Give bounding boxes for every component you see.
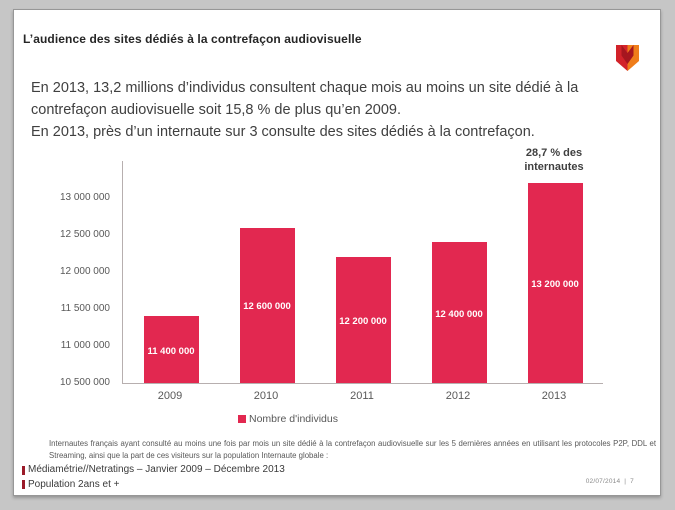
bar-value-label-2013: 13 200 000	[531, 279, 579, 291]
x-axis-label-2013: 2013	[541, 390, 567, 402]
footer-page-number: 7	[630, 478, 634, 485]
source-bullet-icon	[22, 480, 25, 490]
chart-plot-area: 11 400 000 12 600 000 12 200 000 12 400 000…	[122, 161, 603, 384]
y-axis-label: 12 000 000	[59, 266, 110, 277]
source-line-1-text: Médiamétrie//Netratings – Janvier 2009 –…	[28, 464, 285, 475]
x-axis-label-2010: 2010	[253, 390, 279, 402]
source-bullet-icon	[22, 465, 25, 475]
x-axis-label-2012: 2012	[445, 390, 471, 402]
legend-label: Nombre d'individus	[249, 413, 338, 425]
source-line-2: Population 2ans et +	[22, 478, 285, 493]
bar-chart: 10 500 000 11 000 000 11 500 000 12 000 000…	[14, 10, 660, 495]
y-axis-label: 11 000 000	[60, 340, 110, 351]
chart-annotation: 28,7 % des internautes	[524, 147, 584, 173]
y-axis-label: 12 500 000	[59, 229, 110, 240]
bar-2013	[527, 183, 583, 383]
x-axis-label-2011: 2011	[350, 390, 374, 402]
bar-value-label-2011: 12 200 000	[339, 316, 387, 328]
bar-2009	[143, 316, 199, 383]
footer-date: 02/07/2014	[585, 478, 621, 485]
y-axis-label: 11 500 000	[60, 303, 110, 314]
slide-page: L’audience des sites dédiés à la contref…	[13, 9, 661, 496]
slide-title: L’audience des sites dédiés à la contref…	[23, 32, 362, 46]
legend-marker-icon	[238, 415, 246, 423]
intro-paragraph-2: En 2013, près d’un internaute sur 3 cons…	[31, 124, 535, 140]
bar-2011	[335, 257, 391, 383]
footer-separator: |	[624, 478, 627, 485]
bar-2012	[431, 242, 487, 383]
intro-text: En 2013, 13,2 millions d’individus consu…	[31, 77, 657, 143]
bar-value-label-2010: 12 600 000	[243, 301, 291, 313]
intro-paragraph-1: En 2013, 13,2 millions d’individus consu…	[31, 80, 579, 118]
bar-value-label-2012: 12 400 000	[435, 308, 483, 320]
source-line-2-text: Population 2ans et +	[28, 478, 120, 490]
page-footer: 02/07/2014 | 7	[514, 478, 634, 485]
y-axis-label: 13 000 000	[59, 192, 110, 203]
bar-2010	[239, 227, 295, 383]
source-line-1: Médiamétrie//Netratings – Janvier 2009 –…	[22, 463, 285, 478]
footnote-text: Internautes français ayant consulté au m…	[49, 439, 656, 460]
source-block: Médiamétrie//Netratings – Janvier 2009 –…	[22, 463, 285, 492]
chart-legend: Nombre d'individus	[238, 413, 338, 425]
y-axis-label: 10 500 000	[59, 377, 110, 388]
mediametrie-logo-icon	[616, 45, 639, 71]
bar-value-label-2009: 11 400 000	[147, 345, 195, 357]
x-axis-label-2009: 2009	[157, 390, 183, 402]
mediametrie-logo-svg	[616, 45, 639, 71]
